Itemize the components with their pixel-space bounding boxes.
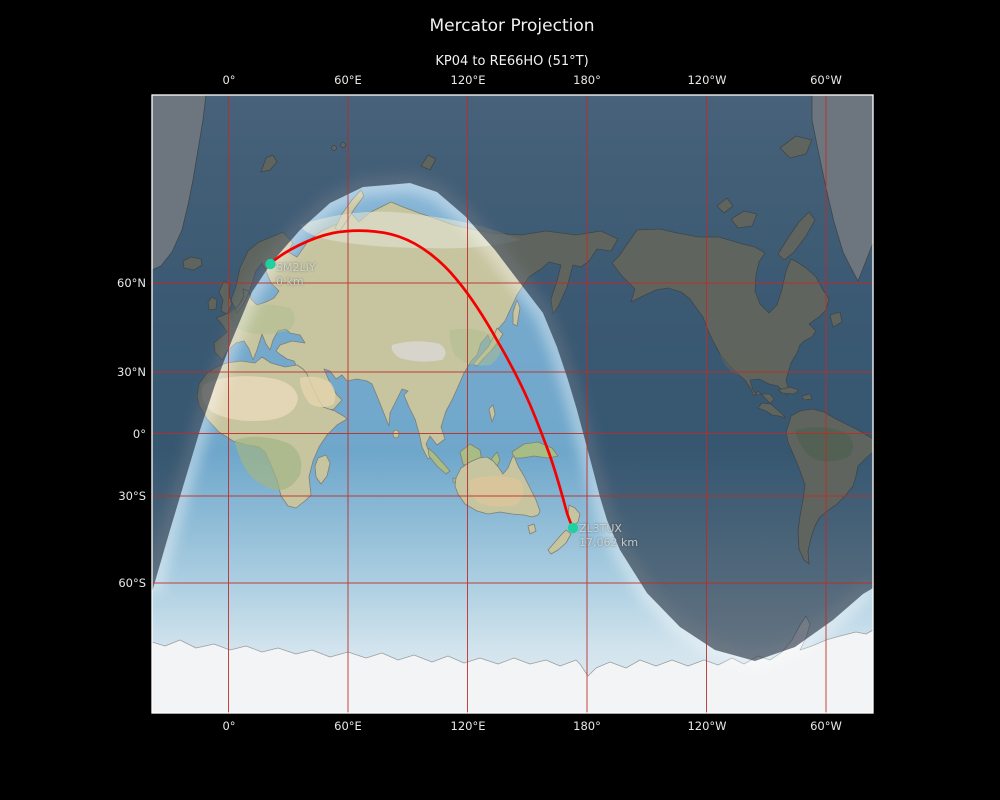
start-callsign: SM2LIY [276, 261, 316, 274]
tick-bottom-lon-120w: 120°W [687, 719, 727, 733]
map-frame [151, 94, 874, 714]
tint-arabia [300, 376, 336, 407]
tick-top-lon-0: 0° [222, 73, 236, 87]
end-distance: 17,062 km [579, 535, 639, 549]
tick-top-lon-120e: 120°E [450, 73, 486, 87]
landmass-madagascar [314, 454, 331, 485]
start-annotation: SM2LIY 0 km [276, 261, 316, 288]
end-annotation: ZL3TUX 17,062 km [579, 522, 638, 549]
tick-bottom-lon-0: 0° [222, 719, 236, 733]
figure-subtitle: KP04 to RE66HO (51°T) [435, 54, 589, 69]
tint-siberia [300, 211, 520, 249]
great-circle-path [269, 229, 575, 530]
start-distance: 0 km [276, 274, 304, 288]
tick-bottom-lon-60w: 60°W [810, 719, 842, 733]
tick-top-lon-60e: 60°E [334, 73, 362, 87]
landmass-nz-south [547, 529, 572, 555]
start-marker [265, 258, 276, 270]
figure-title: Mercator Projection [429, 16, 595, 36]
landmass-tasmania [527, 523, 537, 535]
tick-top-lon-120w: 120°W [687, 73, 727, 87]
night-overlay [152, 95, 873, 661]
landmass-philippines [488, 404, 496, 423]
tick-top-lon-180: 180° [573, 73, 601, 87]
end-callsign: ZL3TUX [579, 522, 622, 535]
tick-lat-60n: 60°N [117, 276, 146, 290]
tint-central-africa [235, 436, 302, 491]
tick-lat-30n: 30°N [117, 365, 146, 379]
tint-sahara [201, 376, 298, 421]
landmass-sakhalin [512, 299, 521, 327]
tint-tibet [391, 341, 446, 362]
tick-bottom-lon-180: 180° [573, 719, 601, 733]
tint-china-green [449, 328, 502, 366]
tick-bottom-lon-120e: 120°E [450, 719, 486, 733]
tick-bottom-lon-60e: 60°E [334, 719, 362, 733]
tick-lat-30s: 30°S [118, 489, 146, 503]
end-marker [567, 522, 579, 534]
tint-australia-desert [469, 476, 524, 507]
landmass-sumatra [427, 447, 451, 475]
tick-lat-0: 0° [132, 426, 146, 441]
graticule [152, 95, 873, 713]
tick-lat-60s: 60°S [118, 576, 146, 590]
tick-top-lon-60w: 60°W [810, 73, 842, 87]
